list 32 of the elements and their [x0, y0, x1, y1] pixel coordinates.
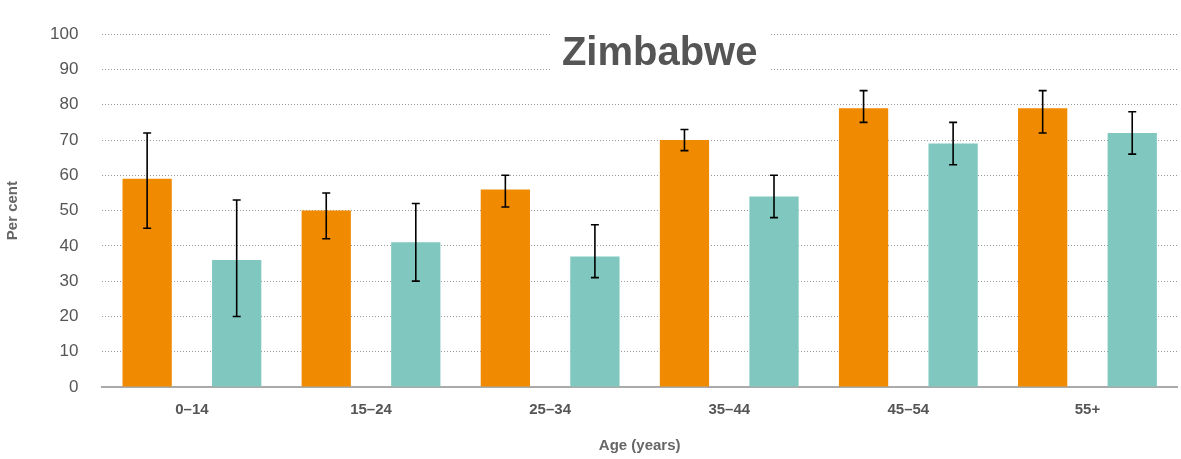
- bar: [928, 143, 978, 387]
- bar: [838, 108, 889, 387]
- x-tick-label: 0–14: [175, 400, 210, 418]
- x-tick-label: 35–44: [708, 400, 751, 418]
- bar: [212, 259, 262, 387]
- y-tick-label: 10: [59, 341, 79, 361]
- y-tick-label: 40: [59, 235, 79, 255]
- bar: [391, 242, 441, 387]
- x-axis-title: Age (years): [598, 436, 681, 454]
- y-axis-title: Per cent: [3, 181, 21, 241]
- bar: [301, 210, 351, 387]
- y-tick-label: 20: [59, 306, 79, 326]
- bar: [570, 256, 620, 387]
- y-tick-label: 90: [59, 59, 79, 79]
- x-tick-label: 25–34: [529, 400, 572, 418]
- y-tick-label: 0: [68, 376, 79, 396]
- bar: [1107, 132, 1157, 387]
- x-tick-label: 15–24: [350, 400, 393, 418]
- bar: [749, 196, 799, 387]
- y-tick-label: 60: [59, 165, 79, 185]
- x-tick-label: 45–54: [887, 400, 930, 418]
- y-tick-label: 80: [59, 94, 79, 114]
- x-tick-label: 55+: [1074, 400, 1101, 418]
- chart-title: Zimbabwe: [561, 29, 758, 74]
- bar: [1018, 108, 1068, 387]
- bar: [480, 189, 530, 387]
- bar: [122, 178, 172, 387]
- y-tick-label: 50: [59, 200, 79, 220]
- y-tick-label: 30: [59, 270, 79, 290]
- y-tick-label: 70: [59, 129, 79, 149]
- y-tick-label: 100: [49, 23, 79, 43]
- bar: [659, 140, 710, 387]
